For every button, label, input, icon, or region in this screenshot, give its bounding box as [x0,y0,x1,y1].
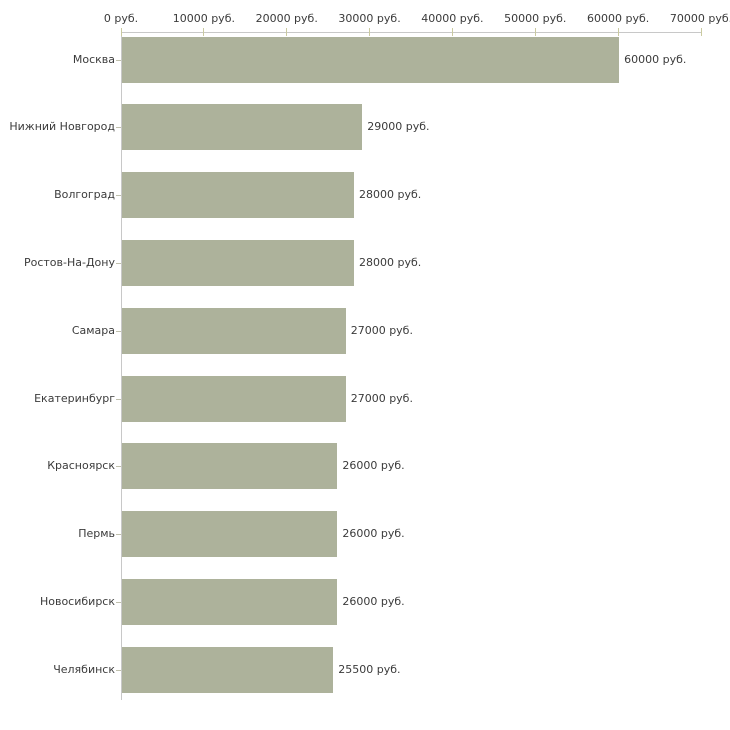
category-tick [116,398,121,400]
bar [122,646,334,693]
bar [122,578,338,625]
category-label: Ростов-На-Дону [23,255,115,269]
x-axis-line [121,32,702,33]
category-label: Челябинск [53,662,115,676]
x-axis-tick-label: 10000 руб. [172,12,235,25]
x-axis-tick-label: 0 руб. [103,12,139,25]
x-axis-tick-label: 30000 руб. [338,12,401,25]
value-label: 28000 руб. [359,188,422,202]
bar [122,375,346,422]
x-axis-tick-label: 40000 руб. [421,12,484,25]
category-label: Пермь [78,527,115,541]
x-axis-tick-label: 70000 руб. [669,12,730,25]
x-axis-tick [534,28,536,36]
bar [122,239,354,286]
y-axis-line [121,32,122,700]
value-label: 26000 руб. [342,594,405,608]
value-label: 28000 руб. [359,255,422,269]
bar [122,36,620,83]
category-label: Нижний Новгород [9,120,115,134]
value-label: 29000 руб. [367,120,430,134]
bar [122,511,338,558]
category-tick [116,59,121,61]
category-tick [116,534,121,536]
category-tick [116,669,121,671]
x-axis-tick [369,28,371,36]
category-label: Красноярск [47,459,115,473]
bar [122,104,363,151]
x-axis-tick [617,28,619,36]
x-axis-tick [700,28,702,36]
value-label: 26000 руб. [342,459,405,473]
category-tick [116,601,121,603]
bar [122,172,354,219]
value-label: 25500 руб. [338,662,401,676]
value-label: 26000 руб. [342,527,405,541]
x-axis-tick-label: 60000 руб. [587,12,650,25]
category-tick [116,466,121,468]
category-tick [116,127,121,129]
category-tick [116,262,121,264]
category-label: Новосибирск [39,594,115,608]
value-label: 60000 руб. [624,52,687,66]
x-axis-tick-label: 50000 руб. [504,12,567,25]
x-axis-tick [203,28,205,36]
category-label: Самара [71,323,115,337]
category-label: Москва [72,52,115,66]
category-label: Екатеринбург [34,391,115,405]
bar [122,307,346,354]
value-label: 27000 руб. [350,391,413,405]
category-tick [116,330,121,332]
bar [122,443,338,490]
value-label: 27000 руб. [350,323,413,337]
category-tick [116,195,121,197]
x-axis-tick-label: 20000 руб. [255,12,318,25]
category-label: Волгоград [54,188,115,202]
x-axis-tick [286,28,288,36]
x-axis-tick [120,28,122,36]
x-axis-tick [451,28,453,36]
